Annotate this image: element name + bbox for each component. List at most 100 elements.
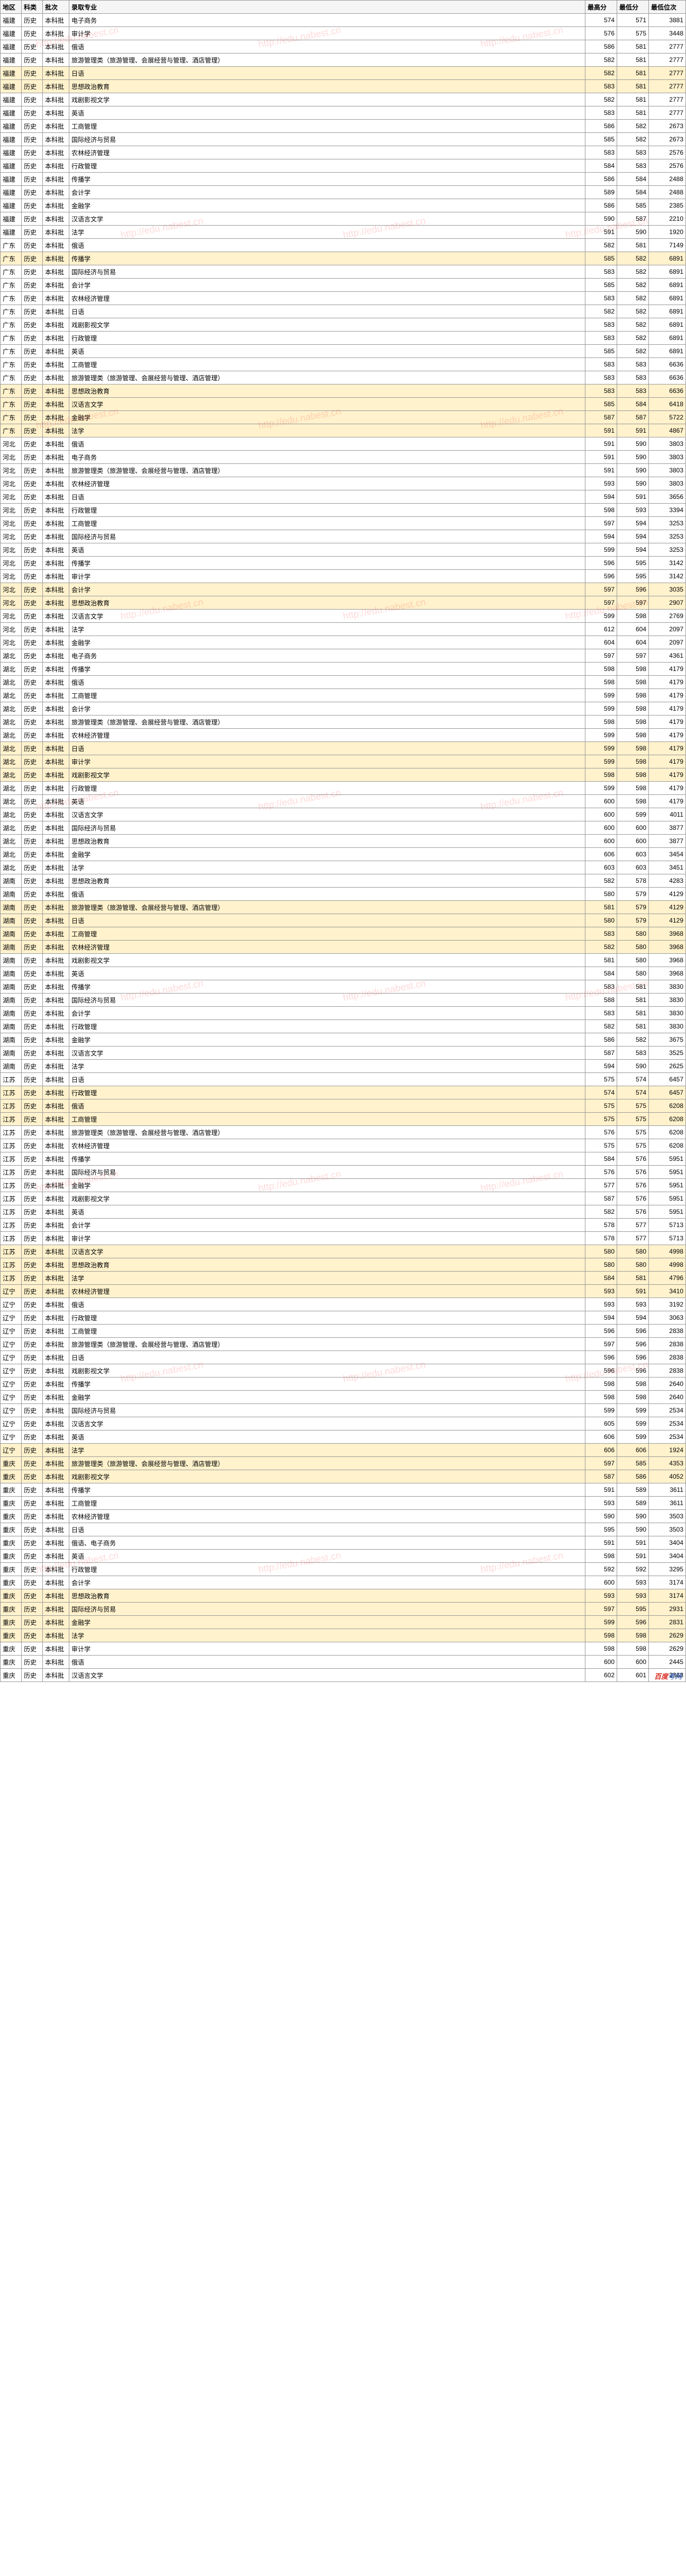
rank-cell: 3253 — [649, 543, 686, 557]
subject-cell: 历史 — [22, 1656, 43, 1669]
batch-cell: 本科批 — [43, 384, 69, 398]
table-row: 江苏历史本科批行政管理5745746457 — [1, 1086, 686, 1099]
batch-cell: 本科批 — [43, 1272, 69, 1285]
low-cell: 579 — [617, 888, 649, 901]
batch-cell: 本科批 — [43, 1020, 69, 1033]
high-cell: 574 — [585, 1086, 617, 1099]
rank-cell: 2777 — [649, 80, 686, 93]
subject-cell: 历史 — [22, 583, 43, 596]
rank-cell: 3968 — [649, 967, 686, 980]
batch-cell: 本科批 — [43, 27, 69, 40]
batch-cell: 本科批 — [43, 901, 69, 914]
low-cell: 582 — [617, 1033, 649, 1046]
high-cell: 583 — [585, 318, 617, 332]
major-cell: 日语 — [69, 490, 585, 504]
subject-cell: 历史 — [22, 80, 43, 93]
low-cell: 581 — [617, 40, 649, 53]
batch-cell: 本科批 — [43, 1364, 69, 1378]
high-cell: 593 — [585, 1285, 617, 1298]
low-cell: 598 — [617, 702, 649, 715]
subject-cell: 历史 — [22, 1470, 43, 1483]
table-row: 江苏历史本科批农林经济管理5755756208 — [1, 1139, 686, 1152]
region-cell: 湖南 — [1, 888, 22, 901]
low-cell: 599 — [617, 1417, 649, 1430]
table-row: 河北历史本科批英语5995943253 — [1, 543, 686, 557]
table-row: 福建历史本科批传播学5865842488 — [1, 173, 686, 186]
low-cell: 590 — [617, 437, 649, 451]
high-cell: 597 — [585, 1457, 617, 1470]
rank-cell: 3881 — [649, 14, 686, 27]
region-cell: 江苏 — [1, 1219, 22, 1232]
region-cell: 江苏 — [1, 1139, 22, 1152]
high-cell: 599 — [585, 1404, 617, 1417]
table-row: 湖南历史本科批俄语5805794129 — [1, 888, 686, 901]
major-cell: 农林经济管理 — [69, 729, 585, 742]
low-cell: 576 — [617, 1166, 649, 1179]
subject-cell: 历史 — [22, 504, 43, 517]
region-cell: 湖南 — [1, 914, 22, 927]
batch-cell: 本科批 — [43, 729, 69, 742]
region-cell: 河北 — [1, 596, 22, 610]
rank-cell: 5951 — [649, 1205, 686, 1219]
subject-cell: 历史 — [22, 1497, 43, 1510]
low-cell: 582 — [617, 252, 649, 265]
high-cell: 606 — [585, 1444, 617, 1457]
table-header-row: 地区 科类 批次 录取专业 最高分 最低分 最低位次 — [1, 1, 686, 14]
batch-cell: 本科批 — [43, 1351, 69, 1364]
subject-cell: 历史 — [22, 173, 43, 186]
low-cell: 584 — [617, 186, 649, 199]
subject-cell: 历史 — [22, 1563, 43, 1576]
major-cell: 会计学 — [69, 583, 585, 596]
batch-cell: 本科批 — [43, 649, 69, 663]
low-cell: 579 — [617, 901, 649, 914]
subject-cell: 历史 — [22, 901, 43, 914]
region-cell: 广东 — [1, 292, 22, 305]
high-cell: 602 — [585, 1669, 617, 1682]
batch-cell: 本科批 — [43, 1391, 69, 1404]
rank-cell: 3968 — [649, 941, 686, 954]
major-cell: 传播学 — [69, 1152, 585, 1166]
table-row: 湖南历史本科批旅游管理类（旅游管理、会展经营与管理、酒店管理）581579412… — [1, 901, 686, 914]
low-cell: 603 — [617, 861, 649, 874]
high-cell: 612 — [585, 623, 617, 636]
table-row: 广东历史本科批思想政治教育5835836636 — [1, 384, 686, 398]
batch-cell: 本科批 — [43, 1311, 69, 1325]
region-cell: 重庆 — [1, 1616, 22, 1629]
region-cell: 河北 — [1, 610, 22, 623]
major-cell: 金融学 — [69, 1391, 585, 1404]
table-row: 辽宁历史本科批国际经济与贸易5995992534 — [1, 1404, 686, 1417]
batch-cell: 本科批 — [43, 1325, 69, 1338]
subject-cell: 历史 — [22, 1669, 43, 1682]
high-cell: 591 — [585, 1536, 617, 1550]
high-cell: 586 — [585, 40, 617, 53]
subject-cell: 历史 — [22, 649, 43, 663]
high-cell: 598 — [585, 1642, 617, 1656]
high-cell: 577 — [585, 1179, 617, 1192]
high-cell: 596 — [585, 557, 617, 570]
low-cell: 581 — [617, 1020, 649, 1033]
region-cell: 广东 — [1, 332, 22, 345]
subject-cell: 历史 — [22, 530, 43, 543]
major-cell: 日语 — [69, 742, 585, 755]
high-cell: 586 — [585, 199, 617, 212]
high-cell: 582 — [585, 53, 617, 67]
batch-cell: 本科批 — [43, 120, 69, 133]
table-row: 河北历史本科批旅游管理类（旅游管理、会展经营与管理、酒店管理）591590380… — [1, 464, 686, 477]
rank-cell: 4129 — [649, 901, 686, 914]
region-cell: 福建 — [1, 80, 22, 93]
subject-cell: 历史 — [22, 967, 43, 980]
major-cell: 传播学 — [69, 252, 585, 265]
batch-cell: 本科批 — [43, 1298, 69, 1311]
batch-cell: 本科批 — [43, 1523, 69, 1536]
rank-cell: 4179 — [649, 795, 686, 808]
subject-cell: 历史 — [22, 279, 43, 292]
subject-cell: 历史 — [22, 954, 43, 967]
major-cell: 法学 — [69, 623, 585, 636]
region-cell: 辽宁 — [1, 1351, 22, 1364]
low-cell: 591 — [617, 1285, 649, 1298]
major-cell: 旅游管理类（旅游管理、会展经营与管理、酒店管理） — [69, 715, 585, 729]
low-cell: 598 — [617, 795, 649, 808]
subject-cell: 历史 — [22, 292, 43, 305]
rank-cell: 4867 — [649, 424, 686, 437]
major-cell: 俄语 — [69, 437, 585, 451]
